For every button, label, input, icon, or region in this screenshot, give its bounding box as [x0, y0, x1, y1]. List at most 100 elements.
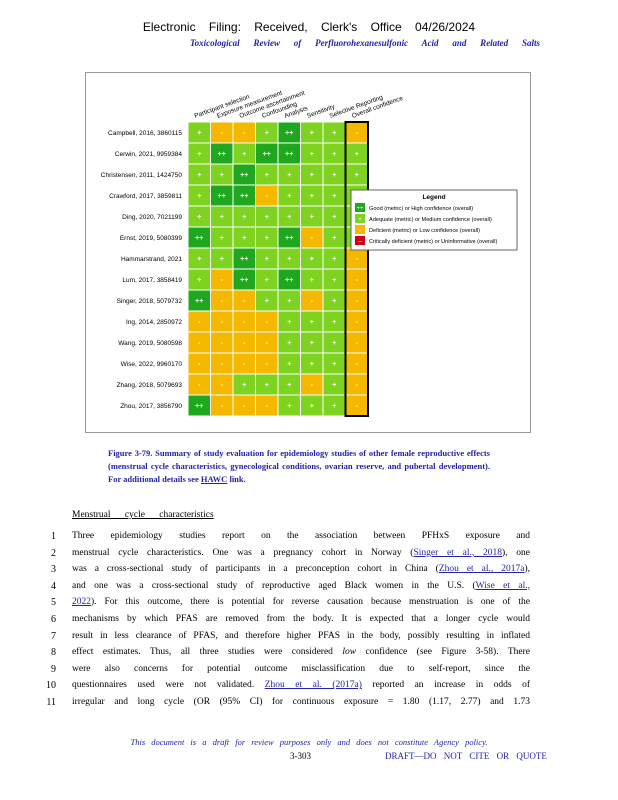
- text-line: was a cross-sectional study of participa…: [72, 564, 530, 574]
- running-title: Toxicological Review of Perfluorohexanes…: [190, 38, 540, 48]
- line-number: 4: [51, 580, 56, 592]
- citation-link[interactable]: 2022: [72, 597, 91, 608]
- rating-cell: [278, 185, 300, 206]
- rating-symbol: +: [310, 256, 314, 263]
- line-number: 9: [51, 663, 56, 675]
- rating-cell: [346, 269, 368, 290]
- rating-cell: [301, 164, 323, 185]
- rating-cell: [211, 248, 233, 269]
- rating-cell: [278, 206, 300, 227]
- rating-symbol: -: [221, 340, 224, 347]
- rating-symbol: +: [310, 319, 314, 326]
- rating-symbol: +: [332, 382, 336, 389]
- rating-cell: [278, 311, 300, 332]
- rating-cell: [211, 185, 233, 206]
- rating-symbol: -: [266, 403, 269, 410]
- rating-cell: [256, 290, 278, 311]
- rating-cell: [211, 122, 233, 143]
- rating-symbol: +: [287, 214, 291, 221]
- rating-symbol: -: [356, 319, 359, 326]
- rating-cell: [233, 227, 255, 248]
- row-label: Hammarstrand, 2021: [121, 256, 182, 263]
- rating-symbol: +: [332, 151, 336, 158]
- rating-cell: [301, 248, 323, 269]
- rating-cell: [233, 164, 255, 185]
- figure-caption: Figure 3-79. Summary of study evaluation…: [108, 447, 490, 486]
- rating-symbol: -: [266, 340, 269, 347]
- citation-link[interactable]: HAWC: [200, 474, 228, 484]
- rating-symbol: +: [287, 403, 291, 410]
- rating-cell: [188, 290, 210, 311]
- rating-cell: [211, 353, 233, 374]
- rating-symbol: -: [221, 319, 224, 326]
- rating-cell: [301, 122, 323, 143]
- rating-cell: [233, 269, 255, 290]
- row-label: Lum, 2017, 3858419: [122, 277, 182, 284]
- row-label: Ernst, 2019, 5080399: [120, 235, 183, 242]
- rating-symbol: -: [266, 319, 269, 326]
- rating-symbol: ++: [285, 130, 293, 137]
- page-number: 3-303: [290, 751, 311, 761]
- row-label: Crawford, 2017, 3859811: [109, 193, 182, 200]
- rating-symbol: +: [310, 151, 314, 158]
- rating-symbol: +: [310, 277, 314, 284]
- rating-cell: [211, 164, 233, 185]
- rating-symbol: -: [311, 382, 314, 389]
- rating-symbol: +: [287, 361, 291, 368]
- rating-symbol: +: [332, 298, 336, 305]
- rating-cell: [188, 248, 210, 269]
- rating-symbol: ++: [240, 193, 248, 200]
- rating-symbol: +: [332, 361, 336, 368]
- rating-cell: [233, 143, 255, 164]
- rating-symbol: +: [310, 172, 314, 179]
- citation-link[interactable]: Singer et al., 2018: [413, 547, 502, 558]
- rating-symbol: +: [332, 172, 336, 179]
- rating-symbol: -: [243, 403, 246, 410]
- line-number: 5: [51, 597, 56, 609]
- rating-symbol: -: [356, 382, 359, 389]
- rating-cell: [188, 122, 210, 143]
- rating-symbol: -: [266, 193, 269, 200]
- line-number: 6: [51, 614, 56, 625]
- rating-cell: [256, 227, 278, 248]
- citation-link[interactable]: Wise et al.,: [475, 580, 530, 591]
- rating-symbol: +: [197, 277, 201, 284]
- rating-symbol: -: [356, 277, 359, 284]
- citation-link[interactable]: Zhou et al., 2017a: [438, 564, 525, 575]
- text-run: mechanisms by which PFAS are removed fro…: [72, 614, 530, 624]
- rating-cell: [256, 248, 278, 269]
- citation-link[interactable]: Zhou et al. (2017a): [264, 680, 362, 691]
- rating-symbol: +: [355, 151, 359, 158]
- rating-cell: [211, 311, 233, 332]
- text-run: questionnaires used were not validated.: [72, 680, 265, 691]
- rating-cell: [188, 395, 210, 416]
- text-line: menstrual cycle characteristics. One was…: [72, 548, 530, 558]
- rating-cell: [323, 311, 345, 332]
- rating-cell: [233, 311, 255, 332]
- rating-symbol: +: [242, 151, 246, 158]
- rating-cell: [301, 143, 323, 164]
- rating-symbol: ++: [240, 256, 248, 263]
- rating-cell: [323, 248, 345, 269]
- rating-cell: [188, 143, 210, 164]
- rating-symbol: ++: [195, 298, 203, 305]
- rating-cell: [278, 143, 300, 164]
- rating-symbol: -: [311, 298, 314, 305]
- rating-symbol: +: [332, 130, 336, 137]
- rating-symbol: +: [265, 235, 269, 242]
- rating-cell: [278, 227, 300, 248]
- rating-cell: [256, 269, 278, 290]
- rating-symbol: -: [356, 256, 359, 263]
- row-label: Zhou, 2017, 3856790: [120, 403, 182, 410]
- legend-swatch: [355, 236, 365, 245]
- rating-symbol: +: [287, 193, 291, 200]
- rating-cell: [233, 185, 255, 206]
- rating-cell: [323, 143, 345, 164]
- rating-cell: [278, 353, 300, 374]
- text-run: reported an increase in odds of: [361, 680, 530, 691]
- rating-symbol: -: [356, 340, 359, 347]
- overall-frame: [344, 121, 369, 417]
- rating-cell: [188, 185, 210, 206]
- rating-cell: [211, 374, 233, 395]
- legend-title: Legend: [422, 194, 445, 201]
